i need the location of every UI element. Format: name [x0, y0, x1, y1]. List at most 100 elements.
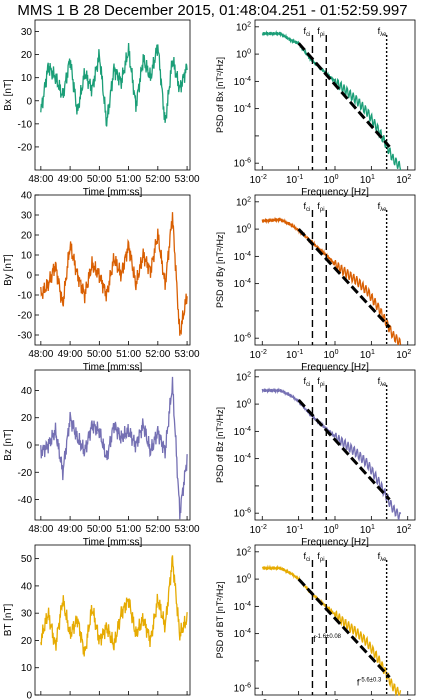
time-ytick-label: 30	[21, 211, 33, 222]
psd-ytick-label: 102	[236, 21, 251, 33]
time-yaxis-label: Bz [nT]	[3, 429, 14, 461]
psd-xaxis-label: Frequency [Hz]	[301, 362, 369, 373]
time-ytick-label: 30	[21, 609, 33, 620]
psd-panel-frame-0	[254, 19, 416, 171]
time-xaxis-label: Time [mm:ss]	[83, 537, 143, 548]
psd-vline-label: fρi	[317, 26, 324, 38]
psd-vline-label: fci	[303, 26, 310, 38]
time-ytick-label: 40	[21, 581, 33, 592]
time-xtick-label: 52:00	[145, 349, 170, 360]
time-ytick-label: -20	[18, 311, 33, 322]
psd-fit-line	[297, 42, 391, 148]
psd-vline-label: fci	[303, 376, 310, 388]
psd-fit-line	[297, 228, 391, 329]
psd-spectrum-line	[261, 564, 402, 697]
time-series-line-BT	[40, 555, 188, 657]
time-ytick-label: 40	[21, 386, 33, 397]
time-ytick-label: 0	[26, 96, 32, 107]
psd-vline-label: fρi	[317, 376, 324, 388]
time-xtick-label: 51:00	[116, 524, 141, 535]
psd-yaxis-label: PSD of By [nT²/Hz]	[215, 232, 225, 308]
time-ytick-label: 20	[21, 231, 33, 242]
psd-xtick-label: 101	[360, 174, 375, 186]
psd-panel-frame-2	[254, 369, 416, 521]
psd-ytick-label: 10-4	[234, 103, 251, 115]
time-xtick-label: 53:00	[175, 174, 200, 185]
psd-annotation: f-5.6±0.3	[357, 677, 382, 687]
time-xaxis-label: Time [mm:ss]	[83, 187, 143, 198]
psd-fit-line	[297, 578, 391, 679]
psd-yaxis-label: PSD of Bz [nT²/Hz]	[215, 407, 225, 483]
psd-xtick-label: 101	[360, 524, 375, 536]
time-ytick-label: 10	[21, 73, 33, 84]
time-xtick-label: 49:00	[58, 524, 83, 535]
time-ytick-label: -20	[18, 468, 33, 479]
psd-ytick-label: 10-4	[234, 76, 251, 88]
time-panel-frame-1	[34, 194, 191, 346]
psd-ytick-label: 100	[236, 49, 251, 61]
psd-ytick-label: 102	[236, 371, 251, 383]
psd-vline-label: fρi	[317, 551, 324, 563]
time-yaxis-label: Bx [nT]	[3, 79, 14, 111]
psd-vline-label: fci	[303, 551, 310, 563]
psd-ytick-label: 100	[236, 224, 251, 236]
psd-ytick-label: 102	[236, 196, 251, 208]
psd-spectrum-line	[261, 30, 402, 171]
psd-ytick-label: 10-4	[234, 628, 251, 640]
time-ytick-label: 30	[21, 27, 33, 38]
time-xtick-label: 49:00	[58, 349, 83, 360]
time-ytick-label: 10	[21, 663, 33, 674]
time-ytick-label: 20	[21, 50, 33, 61]
psd-ytick-label: 10-4	[234, 426, 251, 438]
time-ytick-label: 10	[21, 251, 33, 262]
time-series-line-Bx	[40, 42, 188, 127]
psd-ytick-label: 10-4	[234, 251, 251, 263]
time-ytick-label: -40	[18, 495, 33, 506]
psd-vline-label: fλe	[378, 201, 388, 213]
psd-xtick-label: 10-1	[286, 174, 303, 186]
time-xtick-label: 53:00	[175, 349, 200, 360]
time-yaxis-label: BT [nT]	[3, 603, 14, 636]
psd-vline-label: fλe	[378, 551, 388, 563]
time-ytick-label: 20	[21, 413, 33, 424]
time-ytick-label: -30	[18, 331, 33, 342]
psd-vline-label: fλe	[378, 376, 388, 388]
psd-fit-line	[297, 398, 391, 501]
psd-xtick-label: 100	[323, 174, 338, 186]
time-xtick-label: 50:00	[87, 174, 112, 185]
time-ytick-label: -20	[18, 142, 33, 153]
psd-xtick-label: 10-1	[286, 349, 303, 361]
time-ytick-label: -10	[18, 291, 33, 302]
psd-xtick-label: 102	[396, 524, 411, 536]
psd-ytick-label: 10-4	[234, 278, 251, 290]
psd-ytick-label: 10-6	[234, 508, 251, 520]
time-xtick-label: 51:00	[116, 349, 141, 360]
psd-spectrum-line	[261, 387, 402, 520]
psd-xaxis-label: Frequency [Hz]	[301, 537, 369, 548]
time-xtick-label: 52:00	[145, 524, 170, 535]
psd-xtick-label: 102	[396, 174, 411, 186]
psd-xtick-label: 100	[323, 524, 338, 536]
time-panel-frame-3	[34, 544, 191, 696]
psd-xaxis-label: Frequency [Hz]	[301, 187, 369, 198]
time-xtick-label: 50:00	[87, 349, 112, 360]
time-xtick-label: 49:00	[58, 174, 83, 185]
time-xtick-label: 50:00	[87, 524, 112, 535]
time-xaxis-label: Time [mm:ss]	[83, 362, 143, 373]
figure-title: MMS 1 B 28 December 2015, 01:48:04.251 -…	[17, 2, 408, 19]
psd-ytick-label: 10-4	[234, 601, 251, 613]
psd-spectrum-line	[261, 216, 402, 346]
time-xtick-label: 48:00	[28, 524, 53, 535]
time-xtick-label: 48:00	[28, 174, 53, 185]
psd-xtick-label: 10-2	[250, 524, 267, 536]
psd-vline-label: fλe	[378, 26, 388, 38]
time-xtick-label: 52:00	[145, 174, 170, 185]
time-ytick-label: 0	[26, 441, 32, 452]
psd-ytick-label: 10-6	[234, 683, 251, 695]
psd-yaxis-label: PSD of Bx [nT²/Hz]	[215, 57, 225, 133]
time-ytick-label: 0	[26, 691, 32, 700]
time-ytick-label: 20	[21, 636, 33, 647]
psd-xtick-label: 100	[323, 349, 338, 361]
psd-ytick-label: 10-6	[234, 158, 251, 170]
time-yaxis-label: By [nT]	[3, 254, 14, 286]
